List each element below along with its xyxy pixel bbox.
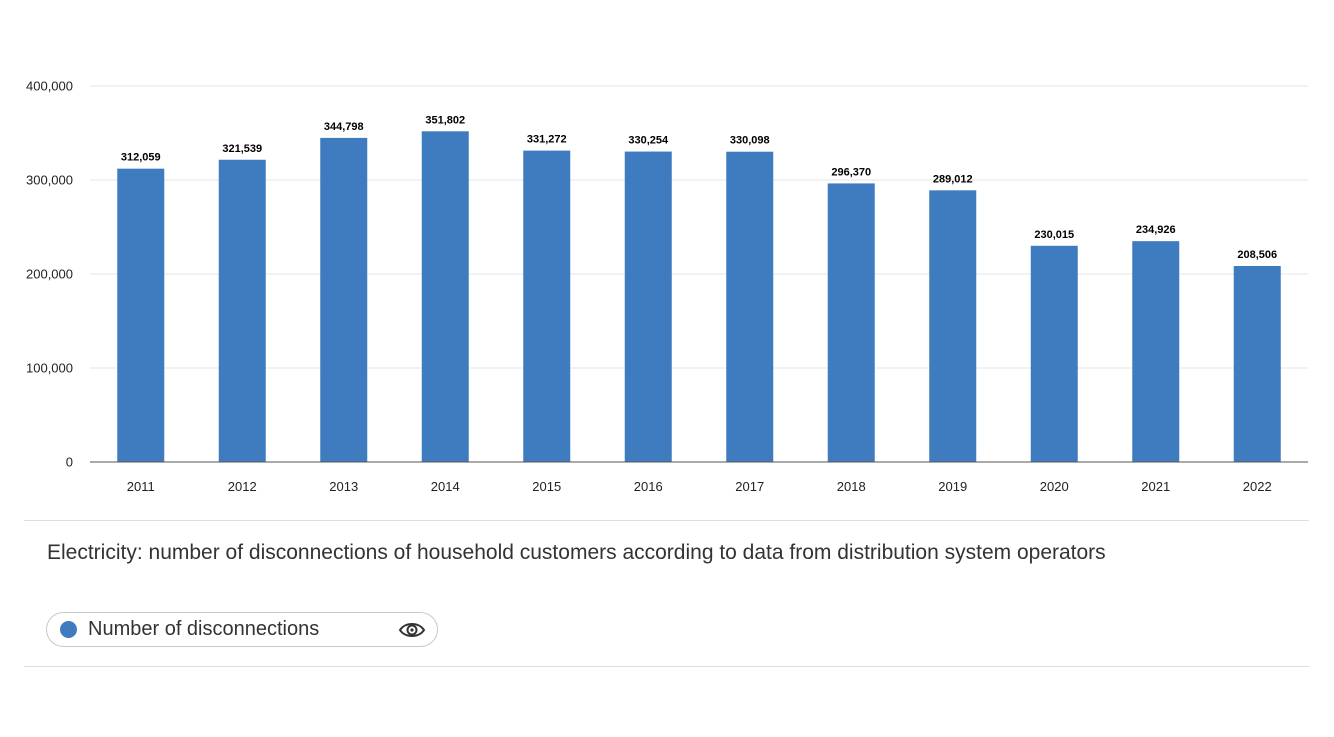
- bar-2016[interactable]: [624, 151, 672, 463]
- eye-icon[interactable]: [398, 620, 426, 640]
- bar-2021[interactable]: [1132, 241, 1180, 462]
- x-tick-label: 2019: [938, 479, 967, 494]
- data-label: 344,798: [324, 121, 364, 133]
- x-tick-label: 2015: [532, 479, 561, 494]
- gridlines: [90, 85, 1308, 369]
- y-tick-label: 400,000: [26, 79, 73, 94]
- bar-2014[interactable]: [421, 131, 469, 462]
- data-label: 234,926: [1136, 224, 1176, 236]
- x-tick-label: 2012: [228, 479, 257, 494]
- y-tick-label: 300,000: [26, 173, 73, 188]
- bar-2020[interactable]: [1030, 245, 1078, 462]
- x-tick-label: 2021: [1141, 479, 1170, 494]
- bar-2017[interactable]: [726, 151, 774, 462]
- chart-title: Electricity: number of disconnections of…: [47, 541, 1106, 564]
- x-tick-label: 2013: [329, 479, 358, 494]
- data-label: 208,506: [1237, 249, 1277, 261]
- y-tick-label: 0: [66, 455, 73, 470]
- data-label: 312,059: [121, 152, 161, 164]
- y-tick-label: 200,000: [26, 267, 73, 282]
- legend-label: Number of disconnections: [88, 618, 320, 640]
- legend-item-number-of-disconnections[interactable]: Number of disconnections: [46, 612, 438, 647]
- data-label: 296,370: [831, 166, 871, 178]
- bar-2018[interactable]: [827, 183, 875, 462]
- bars: [117, 131, 1281, 463]
- bar-2022[interactable]: [1233, 266, 1281, 462]
- bar-2019[interactable]: [929, 190, 977, 462]
- x-tick-label: 2018: [837, 479, 866, 494]
- bar-2015[interactable]: [523, 150, 571, 463]
- data-label: 351,802: [425, 114, 465, 126]
- bar-2011[interactable]: [117, 168, 165, 462]
- bar-2013[interactable]: [320, 137, 368, 462]
- bar-2012[interactable]: [218, 159, 266, 462]
- data-label: 330,254: [628, 135, 669, 147]
- y-axis-tick-labels: 0 100,000 200,000 300,000 400,000: [26, 79, 73, 470]
- chart-divider: [24, 520, 1309, 521]
- legend-swatch: [60, 621, 77, 638]
- x-tick-label: 2014: [431, 479, 460, 494]
- y-tick-label: 100,000: [26, 361, 73, 376]
- x-tick-label: 2022: [1243, 479, 1272, 494]
- legend-divider: [24, 666, 1309, 667]
- data-label: 321,539: [222, 143, 262, 155]
- x-tick-label: 2011: [127, 479, 155, 494]
- x-tick-label: 2016: [634, 479, 663, 494]
- x-tick-label: 2017: [735, 479, 764, 494]
- data-label: 330,098: [730, 135, 770, 147]
- data-label: 230,015: [1034, 229, 1074, 241]
- data-label: 289,012: [933, 173, 973, 185]
- data-labels: 312,059 321,539 344,798 351,802 331,272 330,2…: [121, 114, 1277, 261]
- x-tick-label: 2020: [1040, 479, 1069, 494]
- x-axis-tick-labels: 2011 2012 2013 2014 2015 2016 2017 2018 2019 2020…: [127, 479, 1272, 494]
- data-label: 331,272: [527, 134, 567, 146]
